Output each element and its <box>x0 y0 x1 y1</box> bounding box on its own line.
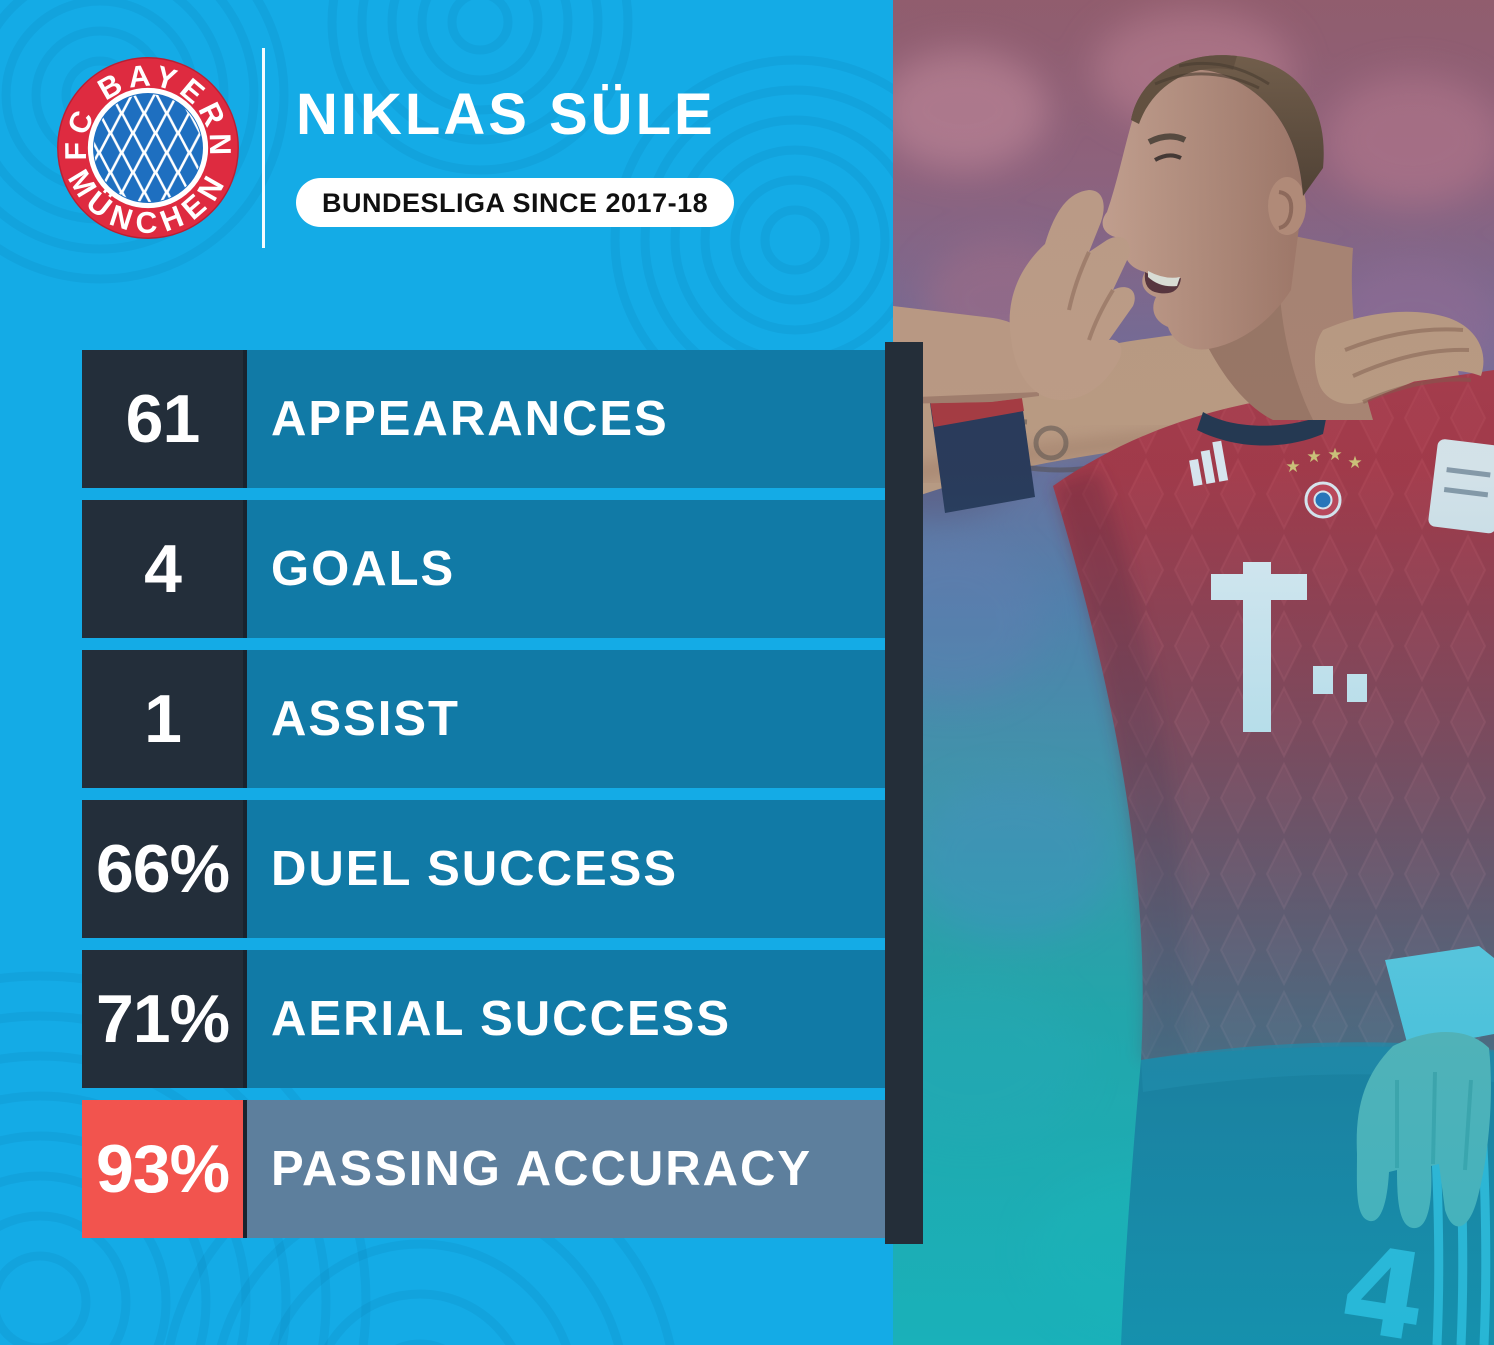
stat-label: AERIAL SUCCESS <box>271 992 732 1046</box>
row-spacer <box>243 350 247 488</box>
stat-label: ASSIST <box>271 692 460 746</box>
stat-row: 1 ASSIST <box>82 650 885 788</box>
stats-shadow-strip <box>885 342 923 1244</box>
stat-row: 61 APPEARANCES <box>82 350 885 488</box>
stat-bar: PASSING ACCURACY <box>247 1100 885 1238</box>
stat-label: APPEARANCES <box>271 392 669 446</box>
subtitle-badge: BUNDESLIGA SINCE 2017-18 <box>296 178 735 227</box>
stat-value: 93% <box>95 1131 230 1207</box>
row-spacer <box>243 1100 247 1238</box>
stat-row: 4 GOALS <box>82 500 885 638</box>
stat-row: 66% DUEL SUCCESS <box>82 800 885 938</box>
stat-bar: GOALS <box>247 500 885 638</box>
stat-bar: APPEARANCES <box>247 350 885 488</box>
row-spacer <box>243 650 247 788</box>
title-block: NIKLAS SÜLE BUNDESLIGA SINCE 2017-18 <box>296 82 735 227</box>
stat-bar: DUEL SUCCESS <box>247 800 885 938</box>
stat-bar: ASSIST <box>247 650 885 788</box>
player-photo: ★★★★ <box>843 0 1494 1345</box>
stat-value-box: 61 <box>82 350 243 488</box>
stat-value: 61 <box>125 381 201 457</box>
stat-value-box: 4 <box>82 500 243 638</box>
stat-value: 4 <box>144 531 182 607</box>
stat-value-box: 1 <box>82 650 243 788</box>
stat-value: 66% <box>95 831 230 907</box>
row-spacer <box>243 500 247 638</box>
stat-value: 71% <box>95 981 230 1057</box>
stat-label: GOALS <box>271 542 456 596</box>
stat-value-box: 66% <box>82 800 243 938</box>
stat-bar: AERIAL SUCCESS <box>247 950 885 1088</box>
stat-value-box: 71% <box>82 950 243 1088</box>
row-spacer <box>243 950 247 1088</box>
stat-value: 1 <box>144 681 182 757</box>
stat-row: 71% AERIAL SUCCESS <box>82 950 885 1088</box>
stats-list: 61 APPEARANCES 4 GOALS 1 ASSIST 66% DUEL… <box>82 350 885 1238</box>
header-divider <box>262 48 265 248</box>
stat-label: DUEL SUCCESS <box>271 842 679 896</box>
stat-value-box: 93% <box>82 1100 243 1238</box>
page-title: NIKLAS SÜLE <box>296 82 716 147</box>
fc-bayern-logo: FC BAYERN MÜNCHEN <box>57 57 239 240</box>
stat-label: PASSING ACCURACY <box>271 1142 813 1196</box>
stat-row: 93% PASSING ACCURACY <box>82 1100 885 1238</box>
row-spacer <box>243 800 247 938</box>
